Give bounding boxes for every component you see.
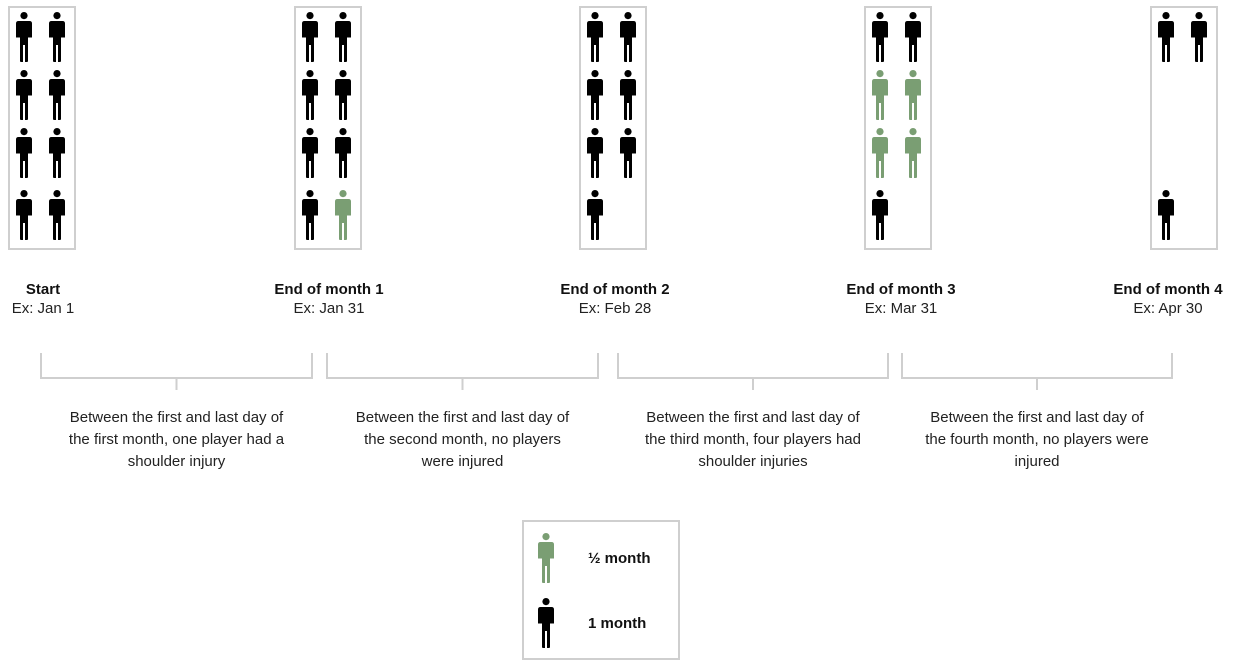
period-bracket <box>40 353 313 390</box>
player-full-month-icon <box>587 12 603 62</box>
period-description: Between the first and last day of the th… <box>645 409 861 470</box>
player-full-month-icon <box>302 70 318 120</box>
player-full-month-icon <box>49 12 65 62</box>
stage-panel <box>1150 6 1218 250</box>
stage-title: Start <box>25 281 61 298</box>
stage-label: End of month 4 Ex: Apr 30 <box>1083 281 1253 319</box>
period-bracket <box>901 353 1173 390</box>
stage-panel <box>579 6 647 250</box>
period-description: Between the first and last day of the fi… <box>68 409 285 470</box>
stage-title: End of month 3 <box>846 281 956 298</box>
player-full-month-icon <box>1158 12 1174 62</box>
stage-label: End of month 3 Ex: Mar 31 <box>816 281 986 319</box>
player-full-month-icon <box>620 12 636 62</box>
player-full-month-icon <box>302 128 318 178</box>
player-full-month-icon <box>620 70 636 120</box>
player-full-month-icon <box>16 12 32 62</box>
player-full-month-icon <box>620 128 636 178</box>
legend-full-month-icon <box>538 598 554 648</box>
player-full-month-icon <box>872 190 888 240</box>
legend-label: ½ month <box>588 550 651 567</box>
player-full-month-icon <box>302 190 318 240</box>
player-full-month-icon <box>1191 12 1207 62</box>
stage-subtitle: Ex: Apr 30 <box>1133 300 1203 317</box>
player-full-month-icon <box>49 190 65 240</box>
player-full-month-icon <box>335 12 351 62</box>
legend-label: 1 month <box>588 615 647 632</box>
player-full-month-icon <box>49 128 65 178</box>
player-full-month-icon <box>587 190 603 240</box>
stage-subtitle: Ex: Jan 1 <box>11 300 75 317</box>
stage-title: End of month 1 <box>274 281 384 298</box>
player-full-month-icon <box>905 12 921 62</box>
period-bracket <box>617 353 889 390</box>
player-full-month-icon <box>872 12 888 62</box>
period-description: Between the first and last day of the se… <box>355 409 570 470</box>
stage-panel <box>8 6 76 250</box>
player-full-month-icon <box>16 70 32 120</box>
player-full-month-icon <box>16 128 32 178</box>
player-full-month-icon <box>587 70 603 120</box>
stage-title: End of month 4 <box>1113 281 1223 298</box>
player-full-month-icon <box>16 190 32 240</box>
player-full-month-icon <box>335 70 351 120</box>
player-full-month-icon <box>302 12 318 62</box>
stage-subtitle: Ex: Jan 31 <box>293 300 365 317</box>
player-half-month-icon <box>335 190 351 240</box>
stage-label: Start Ex: Jan 1 <box>0 281 128 319</box>
player-half-month-icon <box>905 128 921 178</box>
stage-panel <box>864 6 932 250</box>
player-half-month-icon <box>905 70 921 120</box>
legend-half-month-icon <box>538 533 554 583</box>
stage-panel <box>294 6 362 250</box>
player-half-month-icon <box>872 70 888 120</box>
stage-title: End of month 2 <box>560 281 670 298</box>
player-half-month-icon <box>872 128 888 178</box>
period-description: Between the first and last day of the fo… <box>925 409 1149 470</box>
stage-label: End of month 2 Ex: Feb 28 <box>530 281 700 319</box>
period-bracket <box>326 353 599 390</box>
player-full-month-icon <box>49 70 65 120</box>
player-full-month-icon <box>335 128 351 178</box>
stage-subtitle: Ex: Mar 31 <box>864 300 938 317</box>
stage-subtitle: Ex: Feb 28 <box>578 300 652 317</box>
player-full-month-icon <box>587 128 603 178</box>
player-full-month-icon <box>1158 190 1174 240</box>
stage-label: End of month 1 Ex: Jan 31 <box>244 281 414 319</box>
